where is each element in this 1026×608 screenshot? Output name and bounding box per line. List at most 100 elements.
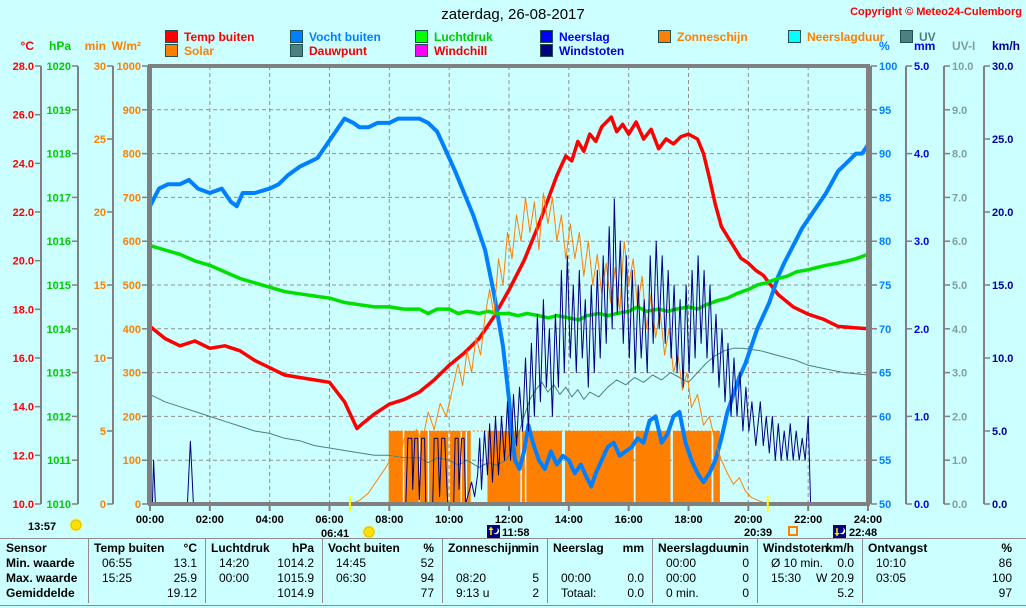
axis-tick-label: 26.0 <box>13 110 34 122</box>
axis-tick-label: 1020 <box>47 61 71 73</box>
axis-tick-label: 2.0 <box>914 324 929 336</box>
legend-item-vocht-buiten: Vocht buiten <box>290 30 381 44</box>
table-cell: 52 <box>420 556 434 570</box>
statistics-table: Sensor Temp buiten °C Luchtdruk hPa Vocht bui… <box>0 538 1026 606</box>
table-cell: 9:13 u <box>456 586 490 600</box>
table-header-cell: Temp buiten <box>94 541 165 555</box>
axis-tick-label: 10 <box>94 353 106 365</box>
table-cell: 06:30 <box>336 571 367 585</box>
axis-tick-label: 20.0 <box>13 256 34 268</box>
table-cell: 14:20 <box>219 556 250 570</box>
table-header-cell: km/h <box>825 541 854 555</box>
axis-tick-label: 75 <box>879 280 891 292</box>
axis-tick-label: 800 <box>123 149 141 161</box>
table-separator <box>547 539 548 603</box>
table-cell: 15:30 <box>771 571 802 585</box>
table-header-cell: Gemiddelde <box>6 586 75 600</box>
moon-glyph-shadow <box>491 526 498 534</box>
axis-tick-label: 1017 <box>47 192 71 204</box>
axis-unit-mm: mm <box>914 39 935 53</box>
axis-tick-label: 600 <box>123 236 141 248</box>
axis-tick-label: 0 <box>100 499 106 511</box>
table-cell: 0 <box>742 556 749 570</box>
table-header-cell: Vocht buiten <box>328 541 400 555</box>
table-separator <box>862 539 863 603</box>
axis-tick-label: 60 <box>879 411 891 423</box>
legend-item-windstoten: Windstoten <box>540 43 625 58</box>
table-cell: 86 <box>998 556 1012 570</box>
axis-tick-label: 30 <box>94 61 106 73</box>
axis-tick-label: 55 <box>879 455 891 467</box>
axis-tick-label: 50 <box>879 499 891 511</box>
table-separator <box>652 539 653 603</box>
table-cell: 0 <box>742 571 749 585</box>
sunshine-bar <box>713 431 720 504</box>
axis-unit-hPa: hPa <box>49 39 71 53</box>
legend-label: Neerslag <box>559 29 610 44</box>
axis-tick-label: 1019 <box>47 105 71 117</box>
axis-unit-°C: °C <box>21 39 35 53</box>
series-vocht-buiten <box>150 116 868 489</box>
x-tick-label: 22:00 <box>794 514 822 526</box>
sunset-icon <box>788 526 798 536</box>
axis-tick-label: 25 <box>94 134 106 146</box>
axis-tick-label: 0.0 <box>952 499 967 511</box>
axis-tick-label: 80 <box>879 236 891 248</box>
legend-swatch <box>415 30 428 43</box>
axis-tick-label: 1010 <box>47 499 71 511</box>
x-tick-label: 02:00 <box>196 514 224 526</box>
axis-tick-label: 5.0 <box>914 61 929 73</box>
axis-tick-label: 5.0 <box>952 280 967 292</box>
axis-tick-label: 100 <box>123 455 141 467</box>
legend-swatch <box>165 44 178 57</box>
series-temp-buiten <box>150 115 868 431</box>
table-cell: 19.12 <box>166 586 197 600</box>
axis-tick-label: 1015 <box>47 280 71 292</box>
weather-chart-figure: 10.0 12.0 14.0 16.0 18.0 20.0 22.0 24.0 26.0 28.0… <box>13 39 1020 538</box>
legend-label: Windstoten <box>559 43 625 58</box>
axis-tick-label: 28.0 <box>13 61 34 73</box>
x-tick-label: 00:00 <box>136 514 164 526</box>
arrow-head <box>834 533 840 537</box>
series-windstoten <box>150 198 868 504</box>
table-separator <box>442 539 443 603</box>
legend-item-neerslag: Neerslag <box>540 29 610 44</box>
axis-tick-label: 900 <box>123 105 141 117</box>
legend-label: Neerslagduur <box>807 29 885 44</box>
axis-tick-label: 18.0 <box>13 304 34 316</box>
axis-unit-%: % <box>879 39 890 53</box>
table-header-cell: Min. waarde <box>6 556 75 570</box>
table-header-cell: Max. waarde <box>6 571 78 585</box>
legend-swatch <box>290 30 303 43</box>
legend-swatch <box>540 30 553 43</box>
legend-swatch <box>165 30 178 43</box>
series-dauwpunt <box>150 347 868 468</box>
table-header-cell: mm <box>622 541 644 555</box>
table-header-cell: % <box>1001 541 1012 555</box>
sun-moon-time: 13:57 <box>28 521 56 533</box>
table-header-cell: Zonneschijn <box>448 541 519 555</box>
axis-tick-label: 20.0 <box>992 207 1013 219</box>
axis-unit-W/m²: W/m² <box>112 39 141 53</box>
axis-tick-label: 2.0 <box>952 411 967 423</box>
sunshine-bar <box>672 431 712 504</box>
table-cell: 00:00 <box>666 556 697 570</box>
axis-tick-label: 10.0 <box>992 353 1013 365</box>
table-header-cell: hPa <box>291 541 314 555</box>
legend-item-neerslagduur: Neerslagduur <box>788 29 885 44</box>
sunshine-bar <box>467 431 471 504</box>
table-cell: 0 min. <box>666 586 699 600</box>
sunshine-bar <box>462 431 466 504</box>
table-separator <box>757 539 758 603</box>
table-header-cell: Sensor <box>6 541 47 555</box>
legend-item-dauwpunt: Dauwpunt <box>290 44 367 58</box>
sunshine-bar <box>420 431 428 504</box>
axis-tick-label: 8.0 <box>952 149 967 161</box>
axis-tick-label: 1016 <box>47 236 71 248</box>
x-tick-label: 12:00 <box>495 514 523 526</box>
axis-tick-label: 10.0 <box>952 61 973 73</box>
x-tick-label: 06:00 <box>315 514 343 526</box>
legend-label: Solar <box>184 43 215 58</box>
table-cell: 10:10 <box>876 556 907 570</box>
table-header-cell: Neerslag <box>553 541 604 555</box>
